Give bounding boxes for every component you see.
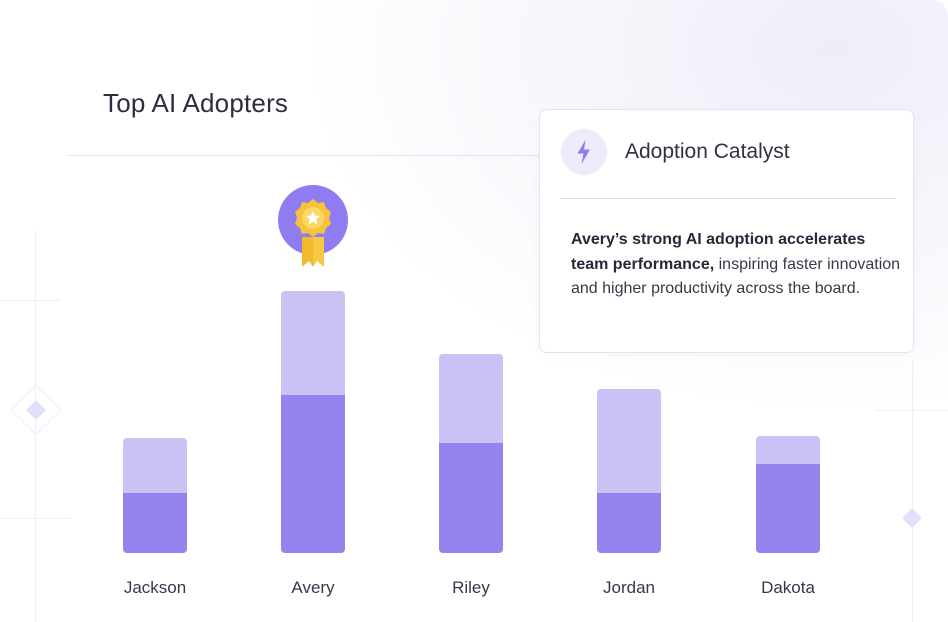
highlight-divider — [560, 198, 896, 199]
title-divider — [67, 155, 547, 156]
award-medal-icon — [278, 185, 348, 267]
category-label: Riley — [452, 578, 490, 597]
category-label: Avery — [291, 578, 335, 597]
decorative-line — [35, 230, 36, 622]
bar-segment-lower — [597, 493, 661, 553]
bar-segment-lower — [756, 464, 820, 553]
bar-segment-lower — [281, 395, 345, 553]
highlight-title: Adoption Catalyst — [625, 140, 790, 163]
decorative-line — [875, 410, 948, 411]
lightning-icon-badge — [561, 129, 607, 175]
bar-avery — [281, 291, 345, 553]
bar-segment-upper — [597, 389, 661, 493]
bar-segment-upper — [439, 354, 503, 443]
highlight-description-rest: inspiring faster innovation and higher p… — [571, 255, 901, 298]
chart-title: Top AI Adopters — [103, 88, 289, 118]
decorative-line — [912, 360, 913, 622]
highlight-description: Avery’s strong AI adoption accelerates t… — [571, 228, 901, 302]
decorative-line — [0, 300, 60, 301]
bar-jackson — [123, 438, 187, 553]
decorative-line — [0, 518, 70, 519]
category-label: Jordan — [603, 578, 655, 597]
bar-segment-upper — [756, 436, 820, 464]
category-label: Jackson — [123, 578, 187, 597]
category-label: Dakota — [761, 578, 815, 597]
bar-dakota — [756, 436, 820, 553]
bar-segment-lower — [439, 443, 503, 553]
lightning-icon — [577, 140, 590, 164]
highlight-description-bold: Avery’s strong AI adoption accelerates t… — [571, 231, 866, 273]
bar-segment-upper — [281, 291, 345, 395]
highlight-card: Adoption Catalyst Avery’s strong AI adop… — [539, 109, 914, 353]
bar-riley — [439, 354, 503, 553]
bar-jordan — [597, 389, 661, 553]
bar-segment-lower — [123, 493, 187, 553]
bar-segment-upper — [123, 438, 187, 493]
